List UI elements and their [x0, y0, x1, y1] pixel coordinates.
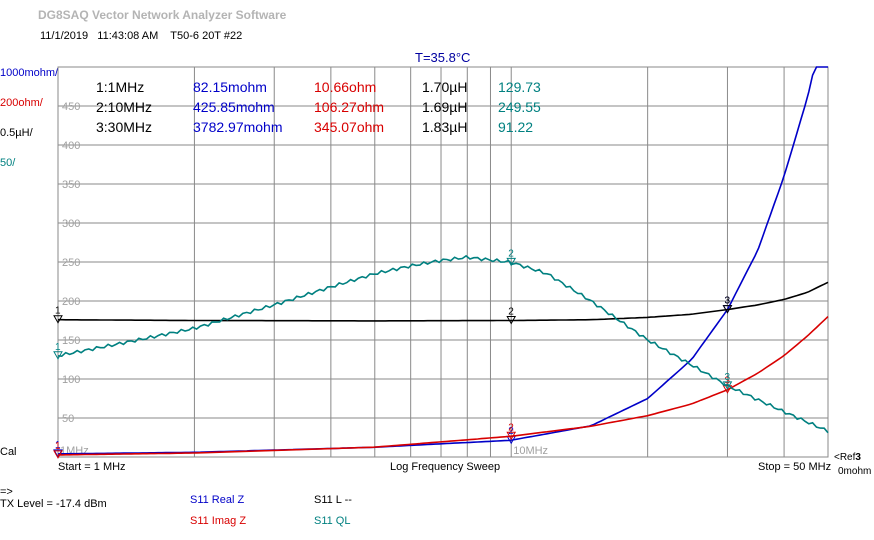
- scale-real[interactable]: 1000mohm/: [0, 67, 59, 79]
- ref-unit: 0mohm: [838, 466, 872, 477]
- marker-number: 2: [508, 248, 514, 259]
- marker-l-3: [722, 305, 733, 314]
- legend-ql[interactable]: S11 QL: [314, 515, 351, 527]
- scale-ql[interactable]: 50/: [0, 157, 16, 169]
- marker-ql-1: [53, 351, 63, 360]
- y-tick-label: 300: [62, 218, 80, 230]
- trace-imag: [58, 316, 829, 456]
- marker-imag-1: [53, 450, 63, 459]
- arrow-indicator: =>: [0, 486, 13, 498]
- marker-readout-freq: 1:1MHz: [96, 79, 144, 95]
- marker-number: 3: [724, 296, 730, 307]
- marker-number: 2: [508, 307, 514, 318]
- marker-number: 1: [55, 306, 61, 317]
- marker-readout-freq: 2:10MHz: [96, 99, 152, 115]
- legend-l[interactable]: S11 L --: [314, 494, 352, 506]
- device-text: T50-6 20T #22: [170, 30, 243, 42]
- date-text: 11/1/2019: [40, 30, 89, 42]
- marker-readout-freq: 3:30MHz: [96, 119, 152, 135]
- tx-level: TX Level = -17.4 dBm: [0, 498, 107, 510]
- marker-imag-2: [506, 431, 517, 441]
- trace-ql: [57, 254, 829, 434]
- y-tick-label: 200: [62, 296, 80, 308]
- marker-number: 3: [724, 296, 730, 307]
- y-tick-label: 100: [62, 374, 80, 386]
- marker-imag-3: [722, 385, 733, 394]
- y-tick-label: 450: [62, 101, 80, 113]
- legend-real[interactable]: S11 Real Z: [190, 494, 245, 506]
- y-tick-label: 350: [62, 179, 80, 191]
- marker-ql-3: [722, 381, 733, 390]
- marker-readout-l: 1.70µH: [422, 79, 467, 95]
- marker-number: 3: [724, 376, 730, 387]
- scale-l[interactable]: 0.5µH/: [0, 127, 33, 139]
- marker-l-1: [53, 315, 63, 324]
- y-tick-label: 400: [62, 140, 80, 152]
- marker-ql-2: [506, 257, 517, 267]
- marker-readout-imag: 10.66ohm: [314, 79, 376, 95]
- marker-readout-imag: 106.27ohm: [314, 99, 384, 115]
- marker-readout-ql: 249.55: [498, 99, 541, 115]
- stop-freq: Stop = 50 MHz: [758, 461, 832, 473]
- sweep-type: Log Frequency Sweep: [390, 461, 501, 473]
- info-line: 11/1/2019 11:43:08 AM T50-6 20T #22: [40, 30, 242, 42]
- marker-number: 2: [508, 422, 514, 433]
- marker-number: 1: [55, 441, 61, 452]
- marker-readout-l: 1.69µH: [422, 99, 467, 115]
- marker-readout-real: 425.85mohm: [193, 99, 275, 115]
- app-title: DG8SAQ Vector Network Analyzer Software: [38, 8, 287, 22]
- temperature-label: T=35.8°C: [415, 50, 471, 65]
- marker-readout-real: 82.15mohm: [193, 79, 267, 95]
- ref-label: <Ref3: [834, 452, 861, 463]
- marker-readout-imag: 345.07ohm: [314, 119, 384, 135]
- scale-imag[interactable]: 200ohm/: [0, 97, 43, 109]
- cal-label[interactable]: Cal: [0, 446, 17, 458]
- marker-number: 1: [55, 342, 61, 353]
- marker-readout-ql: 129.73: [498, 79, 541, 95]
- x-tick-label: 10MHz: [513, 445, 548, 457]
- marker-l-2: [506, 316, 517, 325]
- marker-readout-real: 3782.97mohm: [193, 119, 283, 135]
- time-text: 11:43:08 AM: [97, 30, 159, 42]
- y-tick-label: 50: [62, 413, 74, 425]
- marker-readout-ql: 91.22: [498, 119, 533, 135]
- marker-number: 1: [55, 440, 61, 451]
- legend-imag[interactable]: S11 Imag Z: [190, 515, 247, 527]
- start-freq: Start = 1 MHz: [58, 461, 126, 473]
- marker-real-1: [53, 449, 63, 458]
- y-tick-label: 250: [62, 257, 80, 269]
- y-tick-label: 150: [62, 335, 80, 347]
- trace-l: [58, 281, 829, 322]
- marker-number: 2: [508, 426, 514, 437]
- marker-number: 3: [724, 372, 730, 383]
- marker-readout-l: 1.83µH: [422, 119, 467, 135]
